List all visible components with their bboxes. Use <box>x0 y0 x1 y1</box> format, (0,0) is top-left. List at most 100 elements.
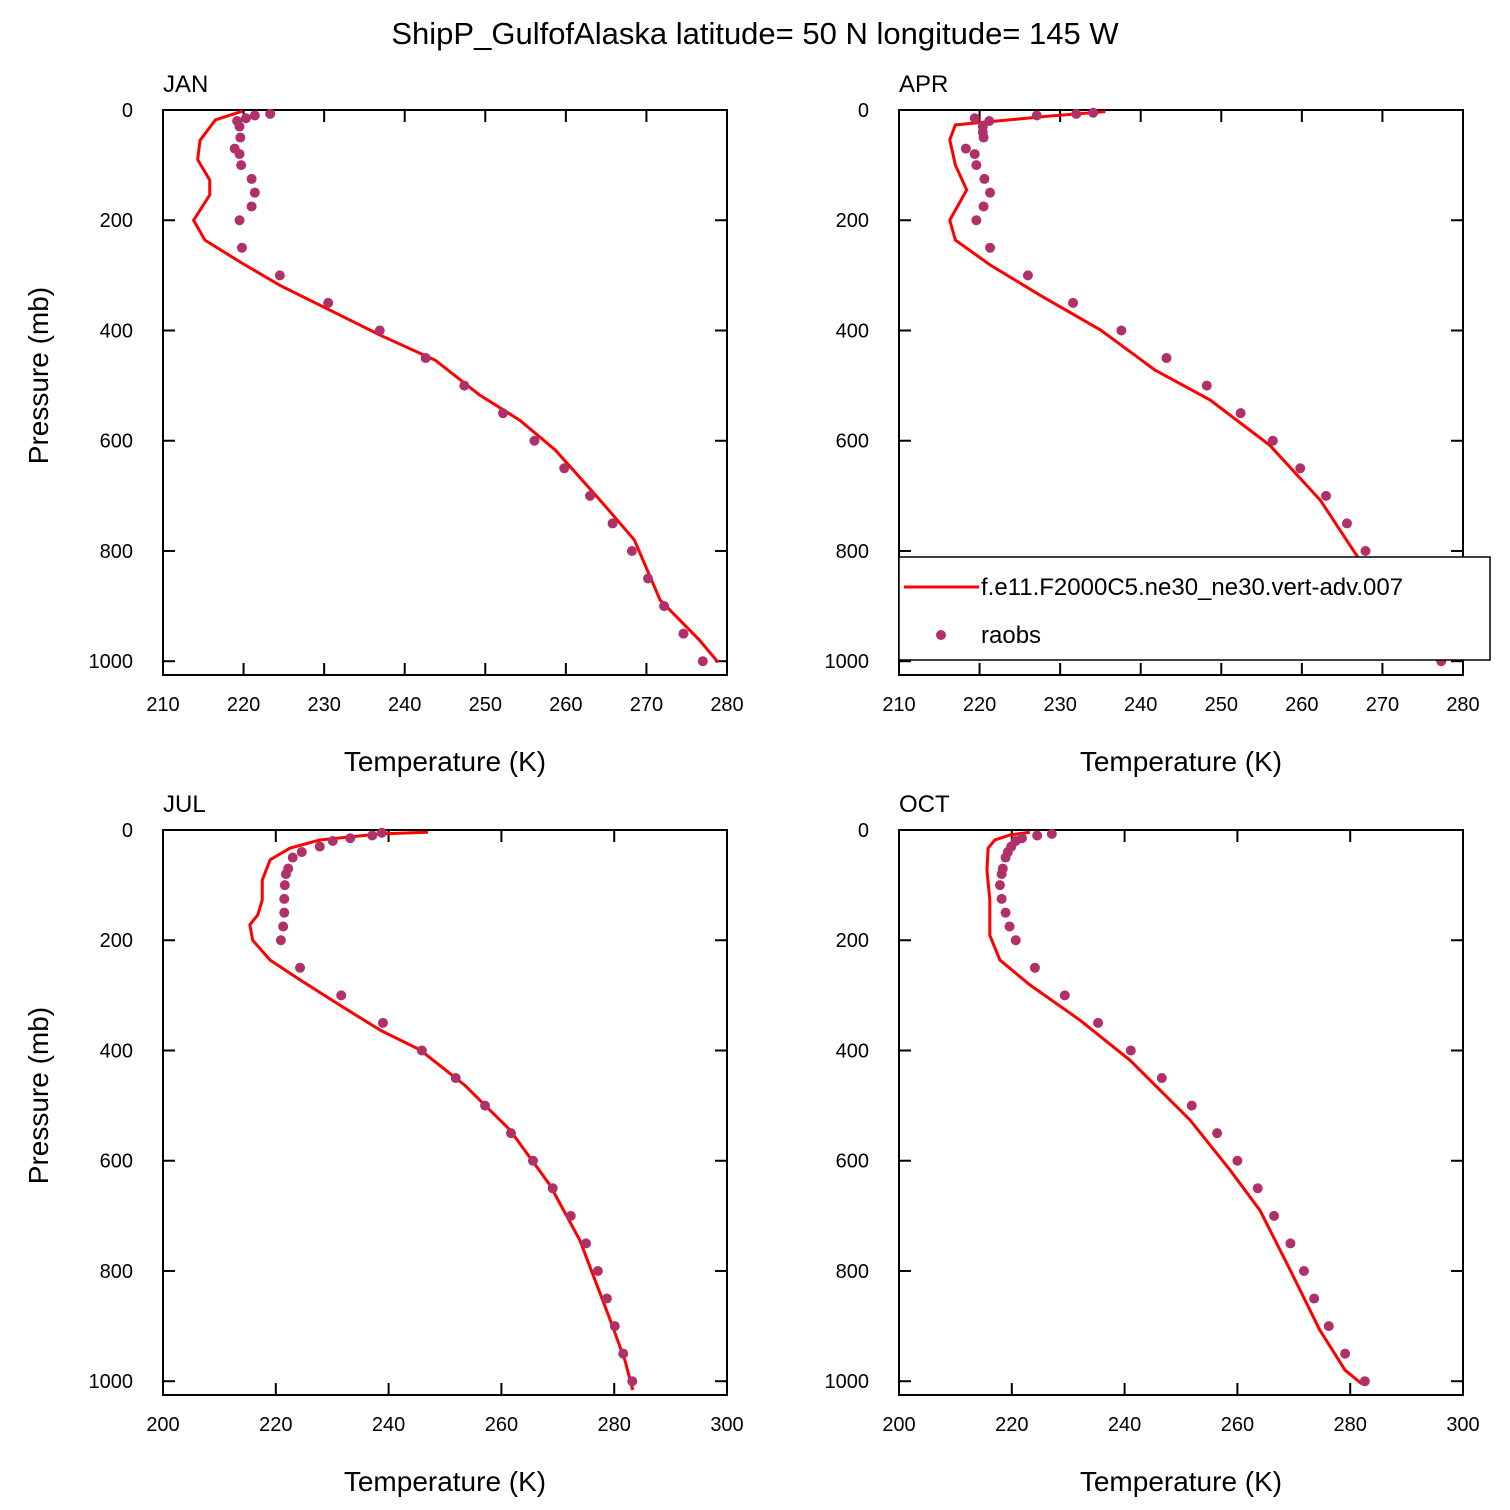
y-tick-label: 1000 <box>825 1371 870 1393</box>
obs-point <box>1252 1183 1263 1194</box>
obs-point <box>1340 1348 1351 1359</box>
obs-point <box>547 1183 558 1194</box>
x-tick-label: 280 <box>1446 694 1479 716</box>
obs-point <box>643 573 654 584</box>
x-tick-label: 300 <box>710 1414 743 1436</box>
y-tick-label: 400 <box>836 320 869 342</box>
obs-point <box>246 173 257 184</box>
panel-title: OCT <box>899 791 950 818</box>
obs-point <box>627 1376 638 1387</box>
y-tick-label: 600 <box>836 431 869 453</box>
obs-point <box>1059 990 1070 1001</box>
y-tick-label: 1000 <box>825 651 870 673</box>
obs-point <box>278 921 289 932</box>
obs-point <box>985 187 996 198</box>
obs-point <box>626 545 637 556</box>
obs-point <box>1022 270 1033 281</box>
obs-point <box>420 353 431 364</box>
obs-point <box>978 201 989 212</box>
obs-point <box>249 187 260 198</box>
obs-point <box>1267 435 1278 446</box>
x-tick-label: 260 <box>485 1414 518 1436</box>
obs-point <box>618 1348 629 1359</box>
legend-dot <box>936 630 946 640</box>
y-axis-title: Pressure (mb) <box>23 287 54 464</box>
obs-point <box>1360 545 1371 556</box>
x-tick-label: 250 <box>469 694 502 716</box>
obs-point <box>416 1045 427 1056</box>
x-tick-label: 270 <box>1366 694 1399 716</box>
obs-point <box>529 435 540 446</box>
obs-point <box>678 628 689 639</box>
obs-point <box>994 880 1005 891</box>
obs-point <box>1071 108 1082 119</box>
y-tick-label: 1000 <box>89 651 134 673</box>
obs-point <box>979 173 990 184</box>
y-tick-label: 400 <box>100 1040 133 1062</box>
obs-point <box>1116 325 1127 336</box>
obs-point <box>376 827 387 838</box>
y-tick-label: 800 <box>836 1261 869 1283</box>
x-tick-label: 230 <box>307 694 340 716</box>
obs-point <box>1341 518 1352 529</box>
obs-point <box>1298 1265 1309 1276</box>
x-axis-title: Temperature (K) <box>1080 746 1282 777</box>
x-tick-label: 210 <box>882 694 915 716</box>
x-tick-label: 230 <box>1043 694 1076 716</box>
x-tick-label: 220 <box>963 694 996 716</box>
obs-point <box>996 869 1007 880</box>
obs-point <box>279 880 290 891</box>
x-tick-label: 200 <box>882 1414 915 1436</box>
y-tick-label: 200 <box>100 930 133 952</box>
legend-box <box>898 556 1491 661</box>
obs-point <box>1010 935 1021 946</box>
y-tick-label: 400 <box>836 1040 869 1062</box>
plot-frame <box>898 829 1464 1396</box>
x-tick-label: 240 <box>1124 694 1157 716</box>
panel-title: APR <box>899 71 948 98</box>
obs-point <box>527 1155 538 1166</box>
obs-point <box>559 463 570 474</box>
x-axis-title: Temperature (K) <box>1080 1466 1282 1497</box>
obs-point <box>459 380 470 391</box>
obs-point <box>236 242 247 253</box>
obs-point <box>960 143 971 154</box>
y-tick-label: 0 <box>122 100 133 122</box>
obs-point <box>1269 1210 1280 1221</box>
obs-point <box>971 215 982 226</box>
y-tick-label: 600 <box>100 1151 133 1173</box>
y-tick-label: 800 <box>836 541 869 563</box>
x-tick-label: 280 <box>710 694 743 716</box>
obs-point <box>1029 962 1040 973</box>
obs-point <box>450 1073 461 1084</box>
obs-point <box>1323 1321 1334 1332</box>
obs-point <box>565 1210 576 1221</box>
obs-point <box>274 270 285 281</box>
x-tick-label: 250 <box>1205 694 1238 716</box>
obs-point <box>235 132 246 143</box>
x-tick-label: 220 <box>259 1414 292 1436</box>
obs-point <box>234 215 245 226</box>
y-tick-label: 0 <box>122 820 133 842</box>
x-axis-title: Temperature (K) <box>344 1466 546 1497</box>
panel-title: JAN <box>163 71 208 98</box>
obs-point <box>280 869 291 880</box>
obs-point <box>1186 1100 1197 1111</box>
obs-point <box>1295 463 1306 474</box>
obs-point <box>1212 1128 1223 1139</box>
obs-point <box>279 907 290 918</box>
obs-point <box>1321 490 1332 501</box>
obs-point <box>295 962 306 973</box>
y-tick-label: 600 <box>100 431 133 453</box>
obs-point <box>581 1238 591 1249</box>
obs-point <box>374 325 385 336</box>
obs-point <box>1125 1045 1136 1056</box>
y-tick-label: 800 <box>100 541 133 563</box>
obs-point <box>287 852 298 863</box>
panel-title: JUL <box>163 791 206 818</box>
obs-point <box>275 935 286 946</box>
obs-point <box>969 113 980 124</box>
y-tick-label: 400 <box>100 320 133 342</box>
obs-point <box>592 1265 603 1276</box>
obs-point <box>1031 110 1042 121</box>
